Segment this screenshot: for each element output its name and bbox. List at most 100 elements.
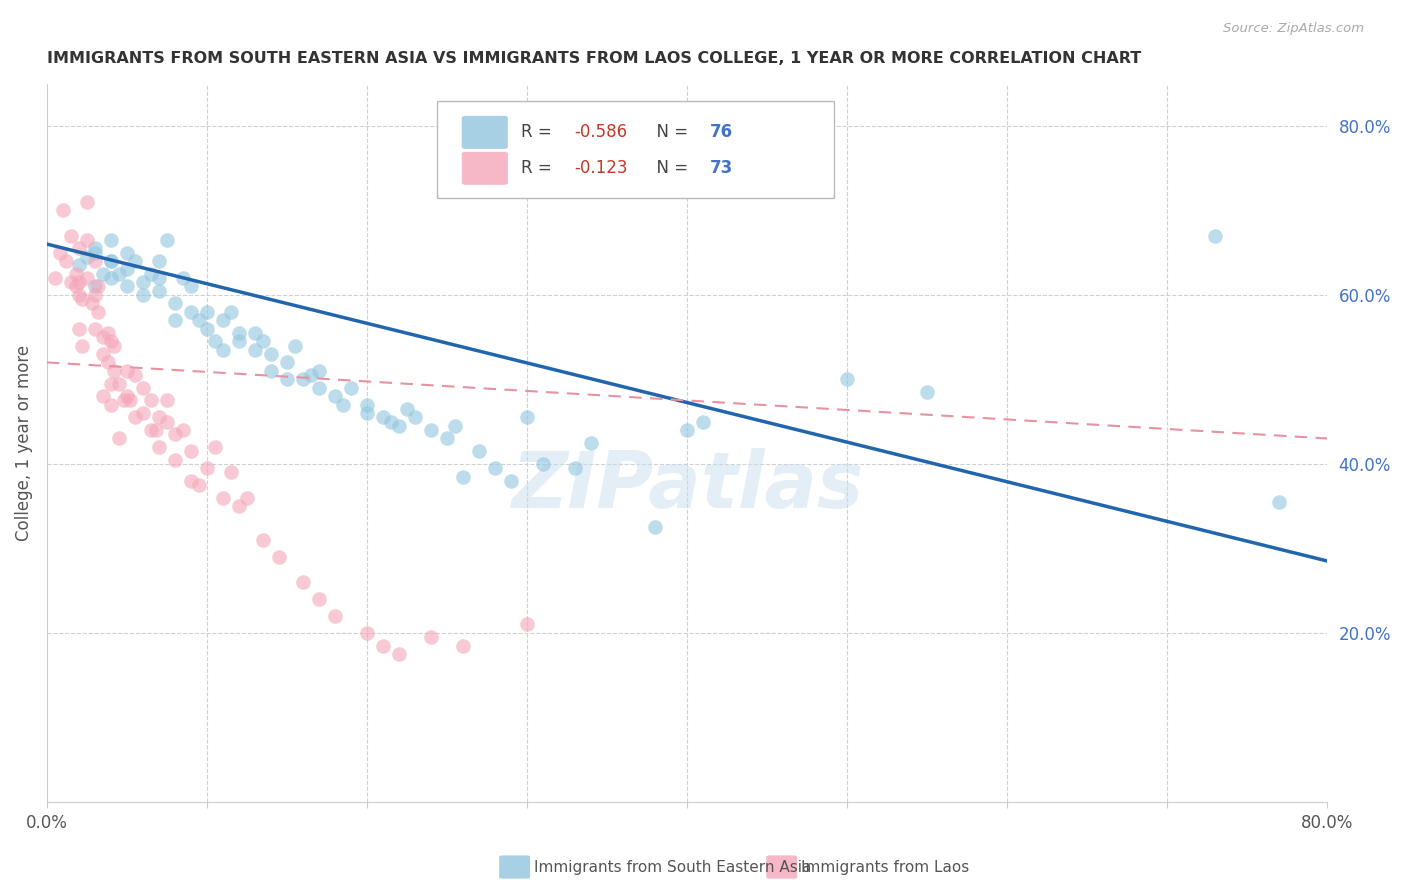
- Point: [451, 469, 474, 483]
- Point: [156, 393, 179, 408]
- Point: [180, 279, 202, 293]
- Point: [516, 617, 538, 632]
- Point: [388, 647, 411, 661]
- Point: [70, 338, 93, 352]
- Point: [148, 410, 170, 425]
- Point: [67, 321, 90, 335]
- Point: [84, 279, 107, 293]
- Point: [252, 533, 274, 547]
- Point: [148, 254, 170, 268]
- Point: [65, 279, 87, 293]
- Point: [676, 423, 699, 437]
- Point: [97, 326, 120, 340]
- Point: [65, 267, 87, 281]
- Point: [145, 423, 167, 437]
- Point: [212, 343, 235, 357]
- Y-axis label: College, 1 year or more: College, 1 year or more: [15, 344, 32, 541]
- Point: [124, 410, 146, 425]
- Point: [228, 499, 250, 513]
- Point: [284, 338, 307, 352]
- Point: [120, 393, 142, 408]
- Point: [132, 287, 155, 301]
- Point: [87, 304, 110, 318]
- Point: [1204, 228, 1226, 243]
- Point: [100, 233, 122, 247]
- Point: [97, 355, 120, 369]
- Point: [148, 284, 170, 298]
- Point: [195, 321, 218, 335]
- Point: [356, 398, 378, 412]
- Point: [260, 347, 283, 361]
- Point: [388, 418, 411, 433]
- Point: [44, 271, 66, 285]
- Text: IMMIGRANTS FROM SOUTH EASTERN ASIA VS IMMIGRANTS FROM LAOS COLLEGE, 1 YEAR OR MO: IMMIGRANTS FROM SOUTH EASTERN ASIA VS IM…: [46, 51, 1142, 66]
- Point: [420, 630, 443, 644]
- Text: R =: R =: [520, 160, 557, 178]
- Point: [276, 355, 298, 369]
- Point: [252, 334, 274, 349]
- Point: [323, 389, 346, 403]
- Text: Source: ZipAtlas.com: Source: ZipAtlas.com: [1223, 22, 1364, 36]
- Point: [163, 313, 186, 327]
- Point: [55, 254, 77, 268]
- Point: [48, 245, 70, 260]
- Text: Immigrants from Laos: Immigrants from Laos: [801, 860, 970, 874]
- Point: [67, 287, 90, 301]
- Point: [100, 376, 122, 391]
- Point: [219, 465, 242, 479]
- Point: [204, 334, 226, 349]
- Point: [115, 389, 138, 403]
- Point: [308, 592, 330, 607]
- Point: [80, 296, 103, 310]
- Text: R =: R =: [520, 123, 557, 141]
- Point: [228, 334, 250, 349]
- Text: ZIPatlas: ZIPatlas: [510, 448, 863, 524]
- Point: [132, 381, 155, 395]
- Point: [187, 313, 209, 327]
- Point: [115, 262, 138, 277]
- Point: [103, 338, 125, 352]
- Point: [260, 364, 283, 378]
- Point: [371, 639, 394, 653]
- Point: [436, 432, 458, 446]
- Point: [67, 275, 90, 289]
- Point: [139, 423, 162, 437]
- Point: [139, 393, 162, 408]
- Point: [84, 287, 107, 301]
- Point: [236, 491, 259, 505]
- FancyBboxPatch shape: [461, 152, 508, 185]
- Point: [115, 245, 138, 260]
- Point: [67, 258, 90, 272]
- FancyBboxPatch shape: [461, 116, 508, 149]
- Point: [308, 364, 330, 378]
- Point: [180, 444, 202, 458]
- Point: [132, 406, 155, 420]
- Point: [195, 461, 218, 475]
- Point: [468, 444, 491, 458]
- Point: [915, 384, 938, 399]
- Point: [531, 457, 554, 471]
- Text: -0.586: -0.586: [575, 123, 627, 141]
- Point: [451, 639, 474, 653]
- Point: [156, 415, 179, 429]
- Point: [291, 575, 314, 590]
- Point: [299, 368, 322, 383]
- Point: [212, 313, 235, 327]
- Point: [84, 241, 107, 255]
- Text: Immigrants from South Eastern Asia: Immigrants from South Eastern Asia: [534, 860, 811, 874]
- Point: [108, 376, 131, 391]
- FancyBboxPatch shape: [437, 102, 834, 198]
- Point: [219, 304, 242, 318]
- Text: N =: N =: [647, 123, 693, 141]
- Point: [356, 625, 378, 640]
- Point: [484, 461, 506, 475]
- Point: [87, 279, 110, 293]
- Point: [163, 452, 186, 467]
- Point: [59, 275, 82, 289]
- Point: [100, 254, 122, 268]
- Point: [148, 271, 170, 285]
- Point: [180, 474, 202, 488]
- Point: [139, 267, 162, 281]
- Point: [564, 461, 586, 475]
- Point: [516, 410, 538, 425]
